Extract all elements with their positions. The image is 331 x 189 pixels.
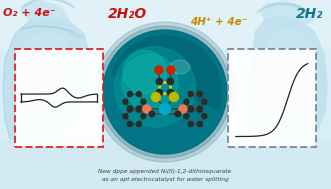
Circle shape [141, 114, 146, 119]
Circle shape [175, 111, 181, 117]
Text: O₂ + 4e⁻: O₂ + 4e⁻ [3, 8, 56, 18]
Circle shape [179, 105, 187, 113]
Circle shape [155, 66, 163, 74]
Text: 2H₂: 2H₂ [296, 7, 323, 21]
Ellipse shape [311, 11, 319, 15]
Ellipse shape [57, 5, 64, 11]
Ellipse shape [265, 4, 275, 9]
Circle shape [167, 66, 175, 74]
Circle shape [123, 50, 166, 94]
Circle shape [127, 91, 132, 97]
Circle shape [197, 122, 202, 126]
Circle shape [127, 122, 132, 126]
Circle shape [122, 54, 178, 110]
Polygon shape [20, 1, 70, 28]
Circle shape [188, 122, 193, 126]
Circle shape [188, 106, 193, 111]
Circle shape [136, 106, 141, 111]
Circle shape [156, 78, 163, 85]
Circle shape [115, 47, 195, 127]
Circle shape [136, 91, 141, 97]
Circle shape [202, 99, 207, 104]
Circle shape [197, 106, 202, 111]
Circle shape [123, 114, 128, 119]
Ellipse shape [11, 12, 19, 16]
Circle shape [127, 106, 132, 111]
Circle shape [127, 107, 132, 112]
Bar [15, 49, 103, 147]
Ellipse shape [41, 1, 49, 5]
Ellipse shape [20, 4, 30, 10]
Circle shape [99, 26, 231, 158]
Circle shape [143, 105, 151, 113]
Circle shape [95, 22, 235, 162]
Polygon shape [258, 29, 315, 121]
Ellipse shape [170, 60, 190, 74]
Circle shape [197, 91, 202, 97]
Text: New dppe appended Ni(II)-1,2-dithiosquarate: New dppe appended Ni(II)-1,2-dithiosquar… [98, 170, 231, 174]
Polygon shape [245, 15, 328, 137]
Text: 2H₂O: 2H₂O [108, 7, 147, 21]
Circle shape [184, 99, 189, 104]
Text: as an apt electrocatalyst for water splitting: as an apt electrocatalyst for water spli… [102, 177, 228, 181]
Circle shape [136, 122, 141, 126]
Circle shape [167, 89, 173, 96]
Circle shape [169, 92, 178, 101]
Circle shape [103, 30, 227, 154]
Text: 4H⁺ + 4e⁻: 4H⁺ + 4e⁻ [190, 17, 247, 27]
Polygon shape [111, 35, 222, 110]
Circle shape [184, 114, 189, 119]
Polygon shape [12, 31, 70, 115]
Bar [0, 0, 331, 49]
Polygon shape [3, 17, 90, 141]
Circle shape [156, 89, 163, 96]
Circle shape [149, 111, 155, 117]
Circle shape [188, 107, 193, 112]
Bar [228, 49, 316, 147]
Ellipse shape [281, 0, 289, 5]
Circle shape [197, 107, 202, 112]
Circle shape [188, 91, 193, 97]
Circle shape [136, 107, 141, 112]
Circle shape [202, 114, 207, 119]
Polygon shape [260, 1, 315, 28]
Circle shape [123, 99, 128, 104]
Bar [0, 139, 331, 189]
Circle shape [160, 104, 170, 115]
Circle shape [167, 78, 173, 85]
Circle shape [104, 31, 226, 153]
Ellipse shape [296, 5, 303, 9]
Circle shape [141, 99, 146, 104]
Circle shape [151, 92, 161, 101]
